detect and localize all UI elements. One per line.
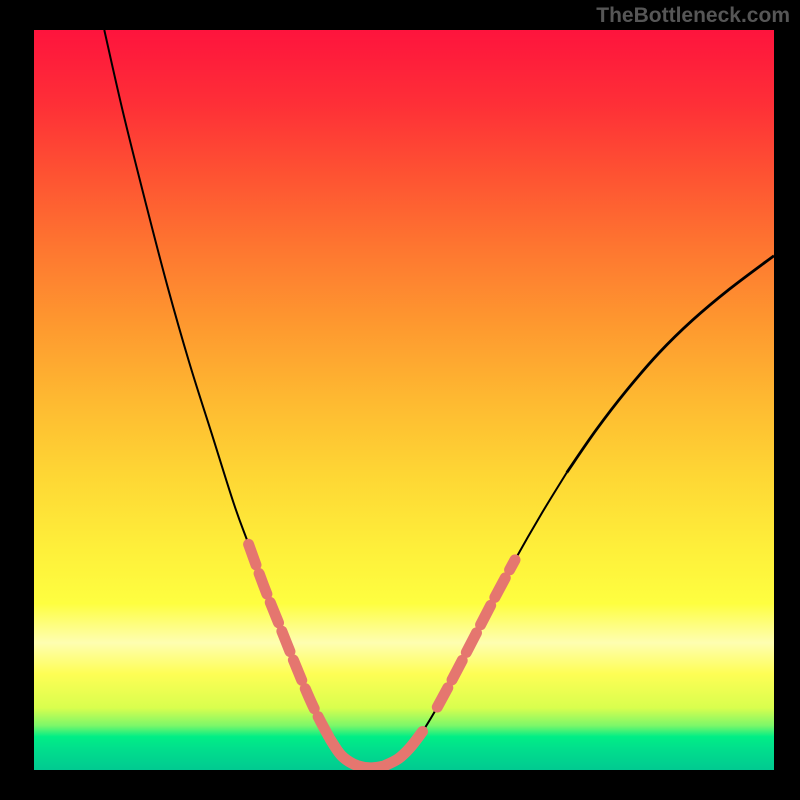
gradient-background bbox=[34, 30, 774, 770]
chart-container: TheBottleneck.com bbox=[0, 0, 800, 800]
plot-area bbox=[34, 30, 774, 770]
watermark-text: TheBottleneck.com bbox=[596, 4, 790, 28]
plot-svg bbox=[34, 30, 774, 770]
